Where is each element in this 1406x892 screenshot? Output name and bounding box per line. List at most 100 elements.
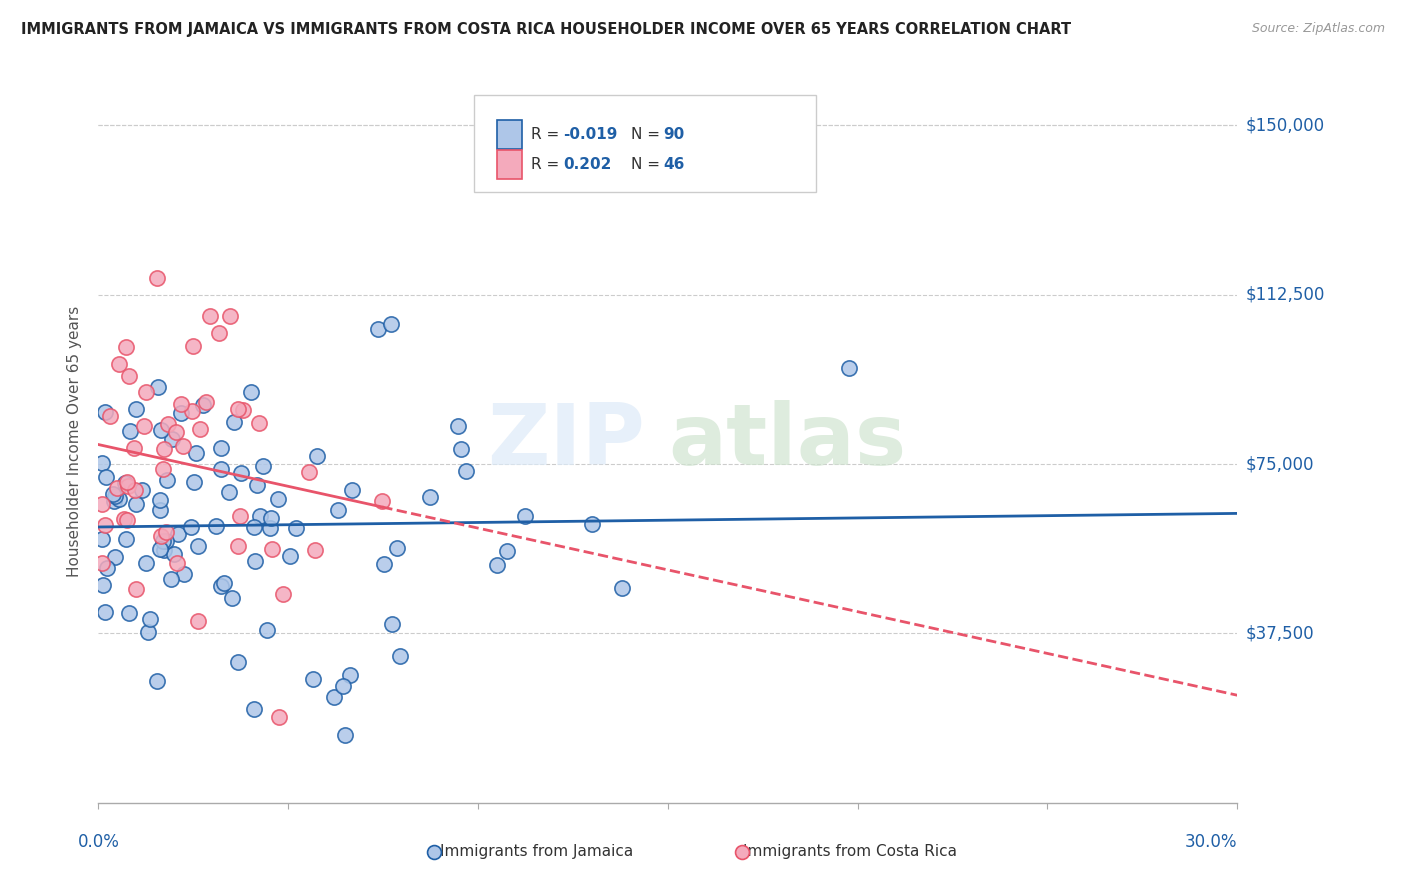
Point	[226, 401, 249, 416]
Point	[170, 397, 193, 411]
Point	[232, 403, 254, 417]
Point	[371, 494, 394, 508]
Point	[125, 402, 148, 417]
Point	[214, 575, 236, 590]
Point	[162, 432, 184, 446]
Point	[218, 484, 240, 499]
Point	[172, 439, 194, 453]
Point	[612, 582, 634, 596]
Text: ZIP: ZIP	[488, 400, 645, 483]
Point	[96, 561, 118, 575]
Point	[246, 478, 269, 492]
Point	[267, 492, 290, 507]
Point	[139, 612, 162, 626]
Point	[208, 326, 231, 340]
Point	[135, 384, 157, 399]
Text: N =: N =	[631, 157, 665, 172]
Text: $75,000: $75,000	[1246, 455, 1315, 473]
Point	[252, 458, 274, 473]
Point	[167, 526, 190, 541]
Point	[122, 441, 145, 455]
Point	[184, 446, 207, 460]
Bar	[498, 151, 522, 179]
Point	[135, 557, 157, 571]
Point	[125, 582, 148, 596]
Point	[298, 466, 321, 480]
Point	[260, 542, 283, 557]
Point	[148, 503, 170, 517]
Point	[173, 567, 195, 582]
Point	[180, 520, 202, 534]
Point	[132, 419, 155, 434]
Point	[152, 534, 174, 549]
Point	[485, 558, 508, 572]
Point	[247, 416, 270, 430]
Point	[342, 483, 364, 498]
Point	[259, 521, 281, 535]
Point	[243, 702, 266, 716]
Point	[94, 469, 117, 483]
Text: 30.0%: 30.0%	[1185, 833, 1237, 851]
Point	[115, 475, 138, 489]
Point	[163, 547, 186, 561]
Text: 90: 90	[664, 127, 685, 142]
Point	[367, 322, 389, 336]
Point	[165, 425, 187, 439]
Point	[305, 450, 328, 464]
Point	[104, 489, 127, 503]
Point	[152, 462, 174, 476]
Point	[91, 557, 114, 571]
Text: 0.0%: 0.0%	[77, 833, 120, 851]
Point	[381, 617, 404, 632]
Point	[120, 425, 142, 439]
Point	[195, 395, 218, 409]
Point	[249, 508, 271, 523]
Point	[245, 554, 267, 568]
Point	[103, 494, 125, 508]
Point	[104, 549, 127, 564]
Point	[117, 512, 139, 526]
Point	[108, 357, 131, 371]
Point	[153, 442, 176, 456]
Text: R =: R =	[531, 127, 564, 142]
Point	[131, 483, 153, 497]
Point	[181, 339, 204, 353]
Point	[496, 544, 519, 558]
Point	[148, 380, 170, 394]
Point	[333, 728, 356, 742]
Point	[155, 533, 177, 548]
Point	[155, 524, 177, 539]
Point	[105, 481, 128, 495]
Point	[581, 517, 603, 532]
Point	[183, 475, 205, 489]
Point	[205, 519, 228, 533]
Point	[228, 539, 250, 553]
Point	[91, 578, 114, 592]
Point	[114, 476, 136, 491]
Point	[94, 405, 117, 419]
Point	[209, 441, 232, 455]
Point	[260, 511, 283, 525]
FancyBboxPatch shape	[474, 95, 815, 193]
Point	[273, 587, 295, 601]
Bar	[498, 120, 522, 149]
Point	[219, 310, 242, 324]
Point	[419, 490, 441, 504]
Text: -0.019: -0.019	[562, 127, 617, 142]
Point	[149, 492, 172, 507]
Point	[91, 456, 114, 470]
Point	[136, 625, 159, 640]
Point	[304, 542, 326, 557]
Point	[170, 406, 193, 420]
Point	[339, 668, 361, 682]
Point	[146, 271, 169, 285]
Point	[153, 543, 176, 558]
Text: $150,000: $150,000	[1246, 117, 1324, 135]
Point	[115, 533, 138, 547]
Point	[198, 310, 221, 324]
Point	[187, 614, 209, 628]
Point	[278, 549, 301, 563]
Y-axis label: Householder Income Over 65 years: Householder Income Over 65 years	[67, 306, 83, 577]
Point	[115, 340, 138, 354]
Point	[301, 672, 323, 686]
